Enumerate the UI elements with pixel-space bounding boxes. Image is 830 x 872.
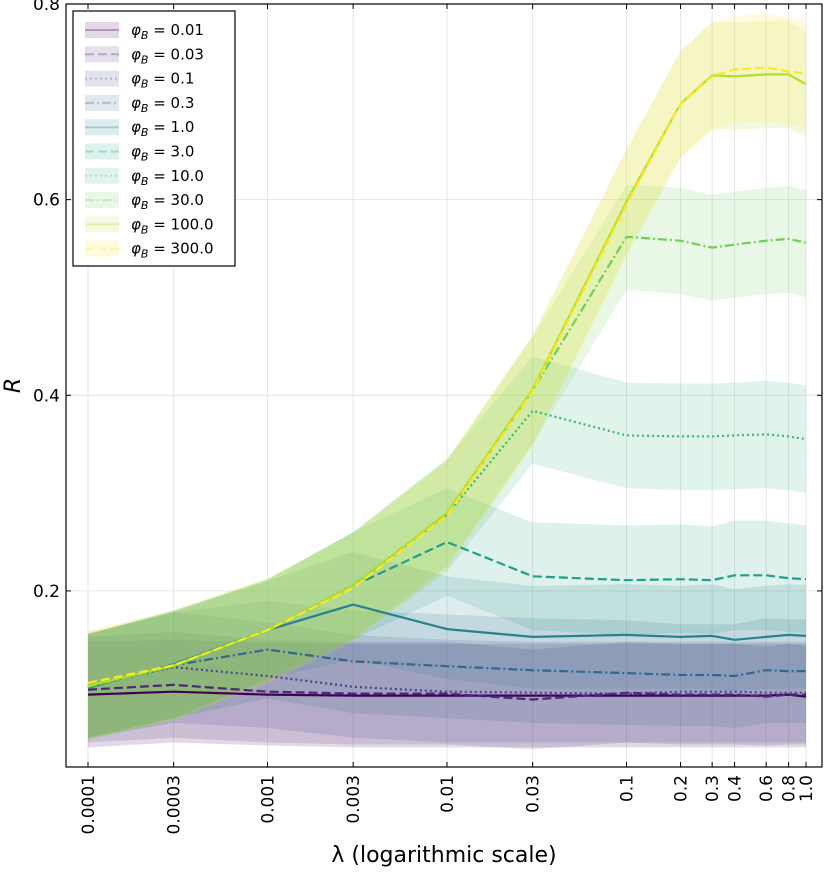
legend-label: φB = 100.0 (131, 215, 214, 236)
legend-item: φB = 0.1 (85, 70, 194, 91)
legend-item: φB = 0.01 (85, 21, 204, 42)
line-phi-0.3 (87, 648, 806, 687)
legend-box (72, 10, 236, 267)
y-axis-label: R (1, 378, 26, 393)
legend-label: φB = 1.0 (131, 118, 194, 139)
x-tick-label: 0.0003 (165, 775, 185, 834)
legend-swatch (85, 119, 119, 136)
plot-frame (65, 3, 823, 768)
legend-item: φB = 100.0 (85, 215, 214, 236)
band-phi-10.0 (88, 356, 806, 740)
axis-ticks: 0.0001 0.0003 0.001 0.003 0.01 0.03 0.1 0.2 0.3 0… (33, 0, 822, 834)
x-tick-label: 0.8 (780, 775, 800, 802)
band-phi-30.0 (88, 185, 806, 740)
y-tick-label: 0.4 (33, 386, 60, 406)
x-axis-label: λ (logarithmic scale) (331, 843, 556, 868)
legend-swatch (85, 240, 119, 257)
legend-label: φB = 0.3 (131, 94, 194, 115)
y-tick-label: 0.6 (33, 191, 60, 211)
x-tick-label: 0.6 (757, 775, 777, 802)
legend-label: φB = 10.0 (131, 167, 204, 188)
x-tick-label: 0.0001 (79, 775, 99, 834)
legend-label: φB = 3.0 (131, 143, 194, 164)
band-phi-0.1 (88, 612, 806, 743)
x-tick-label: 0.003 (344, 775, 364, 824)
legend: φB = 0.01 φB = 0.03 φB = 0.1 φB = 0.3 φB = 1… (72, 10, 236, 267)
x-tick-label: 1.0 (797, 775, 817, 802)
legend-item: φB = 0.03 (85, 45, 204, 66)
legend-label: φB = 30.0 (131, 191, 204, 212)
legend-item: φB = 1.0 (85, 118, 194, 139)
line-phi-300.0 (87, 66, 807, 684)
band-phi-0.03 (88, 632, 806, 750)
legend-swatch (85, 22, 119, 38)
legend-item: φB = 10.0 (85, 167, 204, 188)
x-tick-label: 0.03 (524, 775, 544, 813)
legend-label: φB = 0.01 (131, 21, 204, 42)
legend-item: φB = 30.0 (85, 191, 204, 212)
legend-label: φB = 0.1 (131, 70, 194, 91)
y-tick-label: 0.2 (33, 582, 60, 602)
series-lines (87, 66, 807, 701)
legend-item: φB = 300.0 (85, 240, 214, 261)
band-phi-300.0 (88, 13, 806, 738)
legend-swatch (85, 167, 119, 184)
x-tick-label: 0.1 (618, 775, 638, 802)
legend-swatch (85, 192, 119, 209)
x-tick-label: 0.001 (259, 775, 279, 824)
x-tick-label: 0.4 (726, 775, 746, 802)
legend-item: φB = 0.3 (85, 94, 194, 115)
legend-swatch (85, 94, 119, 111)
legend-item: φB = 3.0 (85, 143, 194, 164)
legend-swatch (85, 70, 119, 87)
legend-swatch (85, 46, 119, 63)
legend-label: φB = 0.03 (131, 45, 204, 66)
legend-swatch (85, 143, 119, 160)
x-tick-label: 0.01 (438, 775, 458, 813)
legend-swatch (85, 216, 119, 233)
legend-label: φB = 300.0 (131, 240, 214, 261)
x-tick-label: 0.3 (703, 775, 723, 802)
y-tick-label: 0.8 (33, 0, 60, 15)
line-phi-0.1 (87, 666, 806, 695)
x-tick-label: 0.2 (672, 775, 692, 802)
band-phi-1.0 (88, 551, 806, 738)
